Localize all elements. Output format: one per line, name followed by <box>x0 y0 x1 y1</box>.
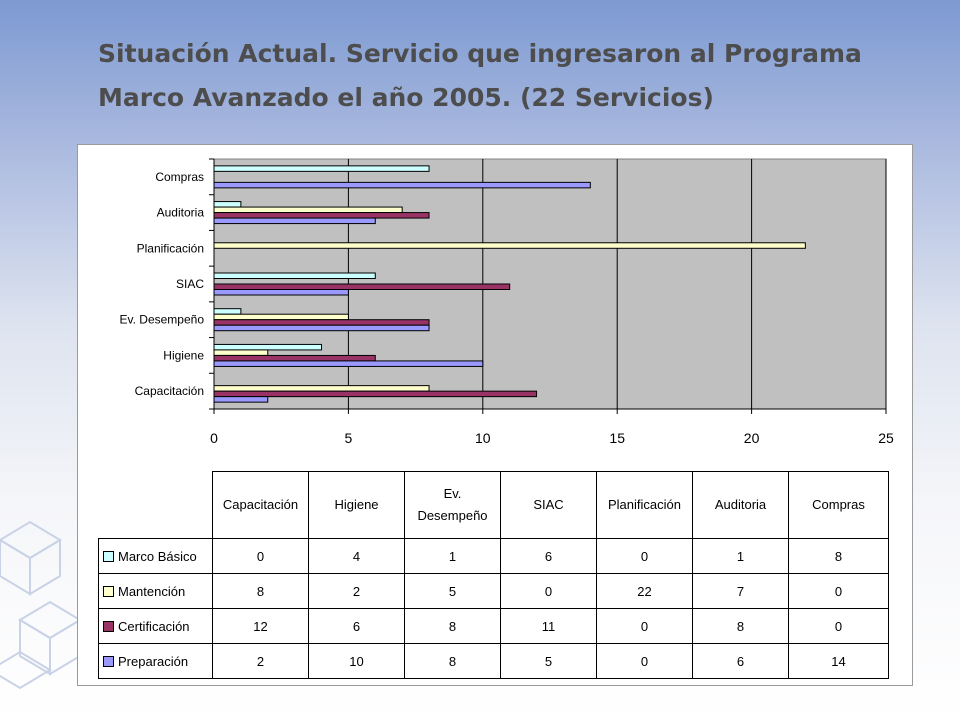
legend-row-label: Mantención <box>98 573 213 609</box>
bar <box>213 308 242 315</box>
legend-row-label: Marco Básico <box>98 538 213 574</box>
table-cell: 5 <box>404 573 501 609</box>
table-column-header: SIAC <box>500 471 597 539</box>
x-tick-label: 10 <box>475 430 491 446</box>
legend-label: Mantención <box>118 583 186 599</box>
table-cell: 10 <box>308 643 405 679</box>
table-cell: 8 <box>788 538 889 574</box>
table-header-row: Capacitación Higiene Ev. Desempeño SIAC Plani… <box>99 471 889 539</box>
table-cell: 8 <box>404 608 501 644</box>
bar <box>213 385 430 392</box>
bar <box>213 313 349 321</box>
table-cell: 0 <box>212 538 309 574</box>
table-column-header-label: Auditoria <box>714 497 767 512</box>
table-cell: 0 <box>596 608 693 644</box>
legend-label: Certificación <box>118 618 190 634</box>
x-tick-label: 25 <box>878 430 894 446</box>
bar <box>213 396 269 403</box>
table-column-header: Compras <box>788 471 889 539</box>
table-cell: 0 <box>500 573 597 609</box>
table-cell: 0 <box>596 538 693 574</box>
y-tick-label: Compras <box>155 170 204 184</box>
bar <box>213 217 376 225</box>
table-column-header-label: Higiene <box>334 497 379 512</box>
table-row: Preparación 2 10 8 5 0 6 14 <box>98 643 889 679</box>
y-tick-label: Capacitación <box>135 384 204 398</box>
table-column-header: Planificación <box>596 471 693 539</box>
table-cell: 12 <box>212 608 309 644</box>
table-cell: 1 <box>692 538 789 574</box>
bar <box>213 181 591 189</box>
legend-row-label: Certificación <box>98 608 213 644</box>
y-tick-label: Planificación <box>137 241 204 255</box>
table-cell: 6 <box>692 643 789 679</box>
legend-row-label: Preparación <box>98 643 213 679</box>
table-cell: 11 <box>500 608 597 644</box>
legend-swatch <box>103 620 114 632</box>
bar <box>213 272 376 279</box>
bar <box>213 349 269 356</box>
table-row: Mantención 8 2 5 0 22 7 0 <box>98 573 889 609</box>
bar <box>213 319 430 326</box>
table-cell: 8 <box>404 643 501 679</box>
table-row: Marco Básico 0 4 1 6 0 1 8 <box>98 538 889 574</box>
table-column-header: Ev. Desempeño <box>404 471 501 539</box>
table-column-header-label: Planificación <box>608 497 681 512</box>
bar <box>213 283 511 290</box>
legend-label: Marco Básico <box>118 548 197 564</box>
table-column-header-label: Ev. <box>443 486 462 501</box>
y-tick-label: Ev. Desempeño <box>120 313 205 327</box>
x-tick-label: 5 <box>345 430 353 446</box>
legend-label: Preparación <box>118 653 189 669</box>
table-column-header-label: Compras <box>812 497 865 512</box>
table-cell: 8 <box>692 608 789 644</box>
bar <box>213 324 430 332</box>
table-column-header: Higiene <box>308 471 405 539</box>
bar <box>213 212 430 219</box>
legend-swatch <box>103 585 114 597</box>
table-column-header-label: Desempeño <box>417 508 488 523</box>
table-column-header-label: Capacitación <box>222 497 299 512</box>
bar-chart: Capacitación Higiene Ev. Desempeño SIAC Plan… <box>120 158 894 446</box>
bar <box>213 206 403 214</box>
table-cell: 8 <box>212 573 309 609</box>
table-cell: 6 <box>308 608 405 644</box>
table-cell: 1 <box>404 538 501 574</box>
bar <box>213 343 323 351</box>
table-cell: 2 <box>308 573 405 609</box>
x-tick-label: 0 <box>210 430 218 446</box>
chart-panel: Capacitación Higiene Ev. Desempeño SIAC Plan… <box>77 144 913 686</box>
bar <box>213 242 806 249</box>
y-tick-label: SIAC <box>176 277 204 291</box>
table-cell: 2 <box>212 643 309 679</box>
table-cell: 14 <box>788 643 889 679</box>
table-column-header: Auditoria <box>692 471 789 539</box>
bar <box>213 289 349 296</box>
legend-swatch <box>103 655 114 667</box>
table-cell: 7 <box>692 573 789 609</box>
table-cell: 0 <box>788 608 889 644</box>
y-tick-label: Auditoria <box>157 206 205 220</box>
x-tick-label: 15 <box>609 430 625 446</box>
bar <box>213 360 484 367</box>
bar <box>213 390 538 398</box>
table-corner <box>99 472 213 539</box>
table-cell: 0 <box>788 573 889 609</box>
table-cell: 6 <box>500 538 597 574</box>
data-table: Capacitación Higiene Ev. Desempeño SIAC Plani… <box>98 471 889 679</box>
table-column-header: Capacitación <box>212 471 309 539</box>
bar <box>213 165 430 172</box>
y-tick-label: Higiene <box>163 348 204 362</box>
bar <box>213 201 242 208</box>
table-column-header-label: SIAC <box>533 497 564 512</box>
legend-swatch <box>103 550 114 562</box>
page-title: Situación Actual. Servicio que ingresaro… <box>98 39 862 112</box>
table-row: Certificación 12 6 8 11 0 8 0 <box>98 608 889 644</box>
table-cell: 0 <box>596 643 693 679</box>
x-tick-label: 20 <box>744 430 760 446</box>
table-cell: 22 <box>596 573 693 609</box>
table-cell: 5 <box>500 643 597 679</box>
table-cell: 4 <box>308 538 405 574</box>
bar <box>213 354 376 362</box>
